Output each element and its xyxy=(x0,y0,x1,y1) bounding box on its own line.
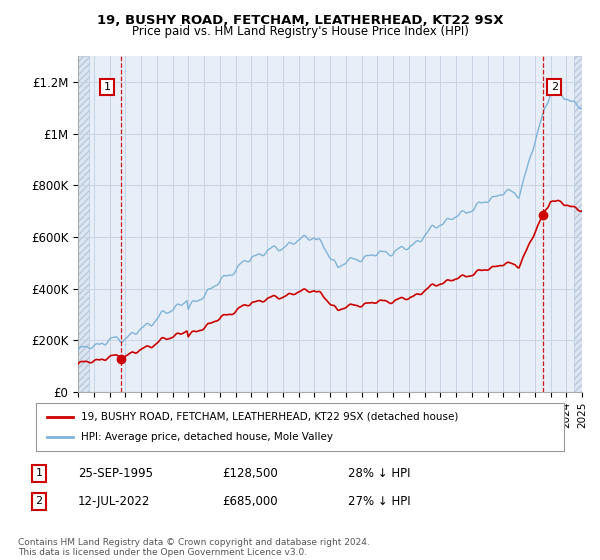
Text: 1: 1 xyxy=(35,468,43,478)
Text: Price paid vs. HM Land Registry's House Price Index (HPI): Price paid vs. HM Land Registry's House … xyxy=(131,25,469,38)
Text: 28% ↓ HPI: 28% ↓ HPI xyxy=(348,466,410,480)
FancyBboxPatch shape xyxy=(36,403,564,451)
Text: £128,500: £128,500 xyxy=(222,466,278,480)
Text: 1: 1 xyxy=(104,82,110,92)
Text: 2: 2 xyxy=(35,496,43,506)
Text: £685,000: £685,000 xyxy=(222,494,278,508)
Text: 12-JUL-2022: 12-JUL-2022 xyxy=(78,494,151,508)
Text: Contains HM Land Registry data © Crown copyright and database right 2024.
This d: Contains HM Land Registry data © Crown c… xyxy=(18,538,370,557)
Text: HPI: Average price, detached house, Mole Valley: HPI: Average price, detached house, Mole… xyxy=(81,432,333,442)
Text: 19, BUSHY ROAD, FETCHAM, LEATHERHEAD, KT22 9SX (detached house): 19, BUSHY ROAD, FETCHAM, LEATHERHEAD, KT… xyxy=(81,412,458,422)
Text: 2: 2 xyxy=(551,82,558,92)
Text: 19, BUSHY ROAD, FETCHAM, LEATHERHEAD, KT22 9SX: 19, BUSHY ROAD, FETCHAM, LEATHERHEAD, KT… xyxy=(97,14,503,27)
Text: 27% ↓ HPI: 27% ↓ HPI xyxy=(348,494,410,508)
Text: 25-SEP-1995: 25-SEP-1995 xyxy=(78,466,153,480)
